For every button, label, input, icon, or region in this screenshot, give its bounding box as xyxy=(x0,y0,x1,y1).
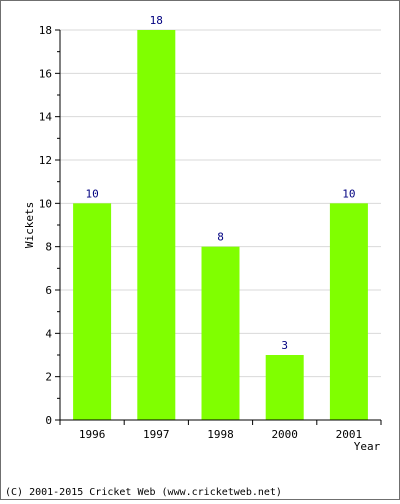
x-tick-label: 1998 xyxy=(207,428,234,441)
data-label: 3 xyxy=(281,339,288,352)
data-label: 8 xyxy=(217,231,224,244)
y-tick-label: 4 xyxy=(45,327,52,340)
y-axis-title: Wickets xyxy=(23,202,36,248)
bar xyxy=(73,203,112,420)
y-tick-label: 18 xyxy=(39,24,52,37)
x-tick-label: 1996 xyxy=(79,428,106,441)
x-tick-label: 2001 xyxy=(336,428,363,441)
bar xyxy=(329,203,368,420)
bar xyxy=(137,30,176,420)
y-tick-label: 8 xyxy=(45,241,52,254)
y-tick-label: 2 xyxy=(45,371,52,384)
y-tick-label: 16 xyxy=(39,67,52,80)
x-tick-label: 1997 xyxy=(143,428,170,441)
y-tick-label: 6 xyxy=(45,284,52,297)
gridlines xyxy=(60,29,381,378)
y-tick-label: 0 xyxy=(45,414,52,427)
tick-labels: 0 2 4 6 8 10 12 14 16 18 1996 1997 1998 2000 2001 xyxy=(39,24,362,441)
y-tick-label: 10 xyxy=(39,197,52,210)
data-labels: 10 18 8 3 10 xyxy=(85,14,355,352)
bars xyxy=(73,30,368,420)
x-tick-label: 2000 xyxy=(271,428,298,441)
bar xyxy=(265,355,304,420)
data-label: 10 xyxy=(342,187,355,200)
data-label: 18 xyxy=(150,14,163,27)
y-tick-label: 14 xyxy=(39,111,53,124)
copyright-footer: (C) 2001-2015 Cricket Web (www.cricketwe… xyxy=(5,487,282,498)
y-tick-label: 12 xyxy=(39,154,52,167)
data-label: 10 xyxy=(85,187,98,200)
bar xyxy=(201,246,240,420)
axes xyxy=(55,29,382,425)
x-axis-title: Year xyxy=(354,440,381,453)
